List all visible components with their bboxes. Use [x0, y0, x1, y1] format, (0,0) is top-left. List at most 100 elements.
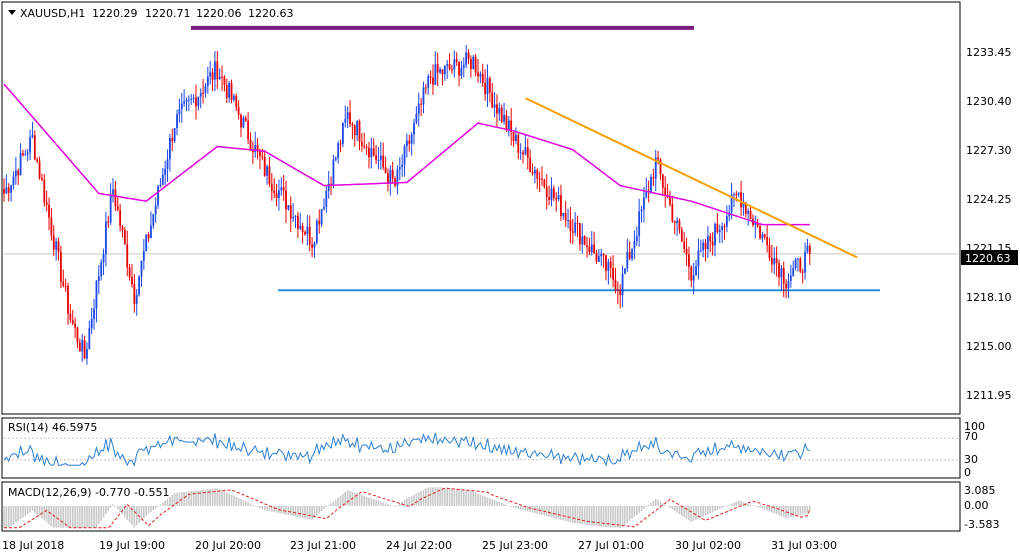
- macd-histogram-bar: [323, 505, 325, 509]
- macd-histogram-bar: [581, 505, 584, 525]
- macd-histogram-bar: [496, 501, 498, 506]
- candle-body: [458, 61, 460, 76]
- candle-body: [71, 320, 74, 324]
- macd-histogram-bar: [771, 505, 773, 513]
- candle-body: [261, 156, 264, 158]
- macd-histogram-bar: [48, 505, 50, 525]
- candle-body: [301, 225, 304, 233]
- dropdown-triangle-icon[interactable]: [8, 10, 16, 15]
- candle-body: [678, 220, 681, 230]
- candle-body: [723, 226, 726, 228]
- macd-histogram-bar: [233, 495, 235, 506]
- candle-body: [429, 76, 432, 78]
- macd-histogram-bar: [654, 498, 657, 506]
- macd-histogram-bar: [143, 505, 145, 519]
- macd-histogram-bar: [600, 505, 603, 527]
- candle-body: [555, 198, 558, 200]
- candle-body: [614, 279, 617, 290]
- macd-histogram-bar: [681, 505, 683, 516]
- candle-body: [7, 187, 10, 193]
- candle-body: [690, 266, 693, 281]
- candle-body: [3, 188, 5, 194]
- candle-body: [526, 147, 529, 158]
- candle-body: [349, 112, 351, 124]
- candle-body: [403, 146, 406, 165]
- candle-body: [363, 145, 366, 147]
- candle-body: [415, 113, 418, 123]
- macd-histogram-bar: [159, 504, 162, 506]
- macd-histogram-bar: [458, 489, 460, 506]
- macd-histogram-bar: [493, 500, 496, 506]
- macd-histogram-bar: [673, 505, 676, 512]
- macd-histogram-bar: [498, 502, 501, 506]
- candle-body: [159, 184, 162, 187]
- candle-body: [173, 128, 176, 142]
- candle-body: [579, 223, 581, 245]
- candle-body: [569, 220, 572, 232]
- macd-histogram-bar: [7, 505, 10, 528]
- macd-histogram-bar: [342, 493, 344, 506]
- candle-body: [105, 221, 107, 255]
- candle-body: [465, 52, 468, 65]
- macd-axis: 3.085 0.00 -3.583: [964, 484, 999, 531]
- macd-histogram-bar: [185, 491, 188, 506]
- candle-body: [797, 258, 799, 260]
- candle-body: [154, 205, 157, 215]
- macd-histogram-bar: [83, 505, 86, 528]
- candle-body: [52, 235, 55, 250]
- macd-histogram-bar: [95, 505, 98, 528]
- macd-histogram-bar: [749, 504, 752, 506]
- macd-histogram-bar: [522, 505, 524, 511]
- macd-histogram-bar: [579, 505, 581, 524]
- macd-histogram-bar: [169, 496, 171, 506]
- candle-body: [448, 64, 451, 70]
- candle-body: [296, 215, 299, 229]
- macd-histogram-bar: [763, 505, 766, 510]
- candle-body: [273, 190, 276, 194]
- candle-body: [571, 231, 574, 233]
- price-tick-label: 1230.40: [966, 95, 1012, 108]
- candle-body: [424, 87, 427, 89]
- candle-body: [377, 160, 380, 162]
- macd-histogram-bar: [669, 505, 671, 509]
- time-tick-label: 18 Jul 2018: [2, 539, 64, 552]
- macd-histogram-bar: [543, 505, 546, 516]
- candle-body: [95, 281, 98, 309]
- price-tick-label: 1211.95: [966, 389, 1012, 402]
- macd-histogram-bar: [427, 487, 430, 506]
- header-high: 1220.71: [145, 7, 191, 20]
- macd-histogram-bar: [569, 505, 572, 523]
- macd-histogram-bar: [154, 505, 157, 509]
- candle-body: [142, 251, 145, 261]
- macd-histogram-bar: [451, 488, 453, 506]
- candle-body: [510, 120, 513, 132]
- macd-histogram-bar: [131, 505, 133, 526]
- macd-histogram-bar: [178, 492, 181, 506]
- candle-body: [785, 283, 787, 289]
- candle-body: [131, 277, 133, 285]
- candle-body: [166, 159, 169, 169]
- candle-body: [709, 236, 712, 242]
- candle-body: [396, 169, 399, 186]
- candle-body: [500, 107, 503, 122]
- candle-body: [515, 134, 517, 142]
- moving-average-line: [3, 83, 810, 226]
- macd-histogram-bar: [553, 505, 555, 519]
- candle-body: [197, 96, 200, 107]
- candle-body: [123, 230, 126, 245]
- macd-histogram-bar: [166, 498, 169, 506]
- candle-body: [112, 189, 114, 195]
- macd-histogram-bar: [57, 505, 60, 528]
- macd-histogram-bar: [375, 499, 377, 506]
- macd-histogram-bar: [588, 505, 591, 526]
- candle-body: [524, 147, 527, 155]
- macd-histogram-bar: [465, 490, 467, 506]
- macd-histogram-bar: [742, 502, 745, 506]
- candle-body: [74, 323, 76, 328]
- candle-body: [17, 170, 20, 176]
- candle-body: [368, 147, 370, 158]
- candle-body: [493, 104, 496, 108]
- macd-histogram-bar: [318, 505, 321, 514]
- candle-body: [496, 104, 498, 114]
- macd-histogram-bar: [240, 499, 242, 506]
